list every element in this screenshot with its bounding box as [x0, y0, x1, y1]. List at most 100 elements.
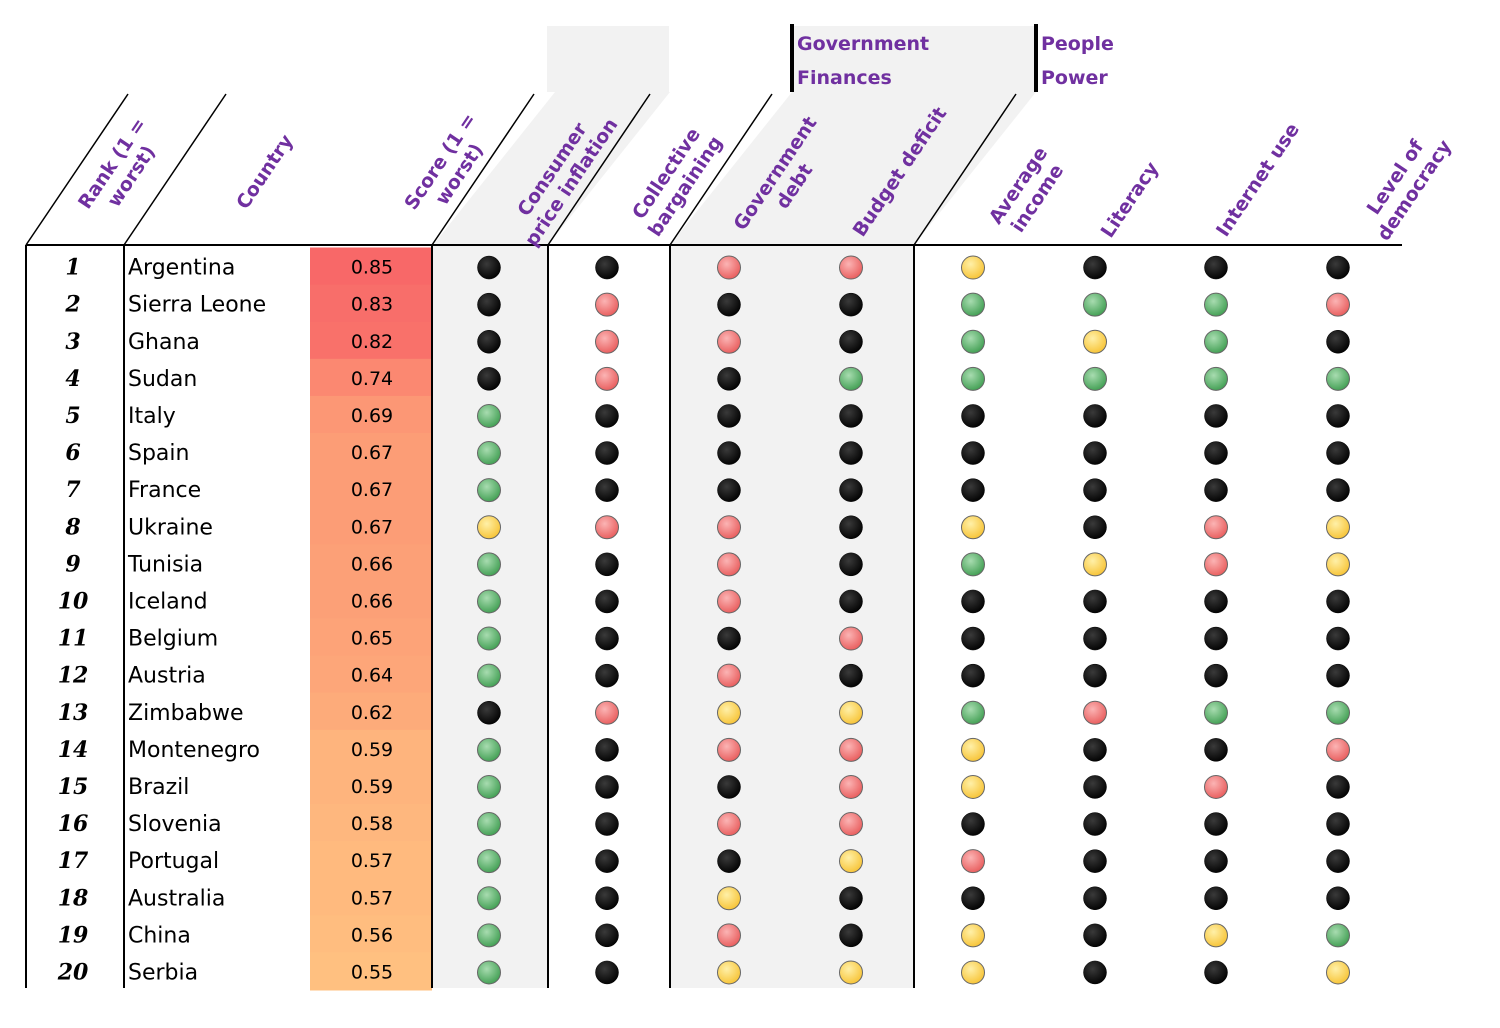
indicator-deficit-black: [839, 441, 863, 465]
score-value: 0.62: [351, 702, 393, 724]
indicator-inflation-green: [477, 812, 501, 837]
indicator-internet-red: [1204, 552, 1228, 577]
indicator-deficit-red: [839, 626, 863, 651]
rank-cell: 12: [58, 663, 89, 689]
indicator-democracy-red: [1326, 292, 1350, 317]
diagonal-1: [25, 93, 129, 246]
score-cell: [310, 544, 432, 583]
shade-body-inflation: [433, 245, 548, 988]
score-cell: [310, 358, 432, 397]
rank-cell: 9: [65, 551, 80, 577]
shade-header-gov-finances: [670, 92, 1036, 245]
indicator-inflation-green: [477, 849, 501, 874]
indicator-deficit-red: [839, 255, 863, 280]
indicator-literacy-black: [1083, 775, 1107, 799]
rank-cell: 14: [58, 737, 89, 763]
country-cell: Austria: [128, 664, 206, 689]
indicator-income-yellow: [961, 960, 985, 985]
score-value: 0.55: [351, 961, 393, 983]
indicator-debt-black: [717, 478, 741, 502]
indicator-debt-red: [717, 589, 741, 614]
indicator-internet-black: [1204, 886, 1228, 910]
rank-cell: 13: [58, 700, 89, 726]
indicator-inflation-green: [477, 441, 501, 466]
country-cell: Zimbabwe: [128, 701, 244, 726]
indicator-literacy-black: [1083, 478, 1107, 502]
shade-header-inflation: [433, 92, 670, 245]
indicator-literacy-yellow: [1083, 329, 1107, 354]
score-cell: [310, 915, 432, 954]
country-cell: Belgium: [128, 627, 218, 652]
score-cell: [310, 729, 432, 768]
rank-cell: 7: [65, 477, 81, 503]
indicator-debt-red: [717, 515, 741, 540]
country-cell: China: [128, 923, 191, 948]
table-row: 3 Ghana 0.82: [65, 329, 1350, 355]
header-rank: Rank (1 =worst): [74, 114, 170, 226]
indicator-debt-black: [717, 441, 741, 465]
indicator-deficit-black: [839, 330, 863, 354]
indicator-deficit-black: [839, 515, 863, 539]
diagonal-6: [913, 93, 1017, 246]
shade-top-inflation: [547, 26, 669, 92]
indicator-bargaining-red: [595, 329, 619, 354]
indicator-debt-red: [717, 812, 741, 837]
indicator-democracy-black: [1326, 849, 1350, 873]
indicator-inflation-green: [477, 403, 501, 428]
indicator-bargaining-black: [595, 441, 619, 465]
country-cell: Portugal: [128, 849, 219, 874]
score-value: 0.65: [351, 628, 393, 650]
indicator-democracy-black: [1326, 589, 1350, 614]
indicator-bargaining-black: [595, 886, 619, 910]
rank-cell: 5: [65, 403, 80, 429]
rank-cell: 2: [64, 292, 80, 318]
score-value: 0.82: [351, 331, 393, 353]
indicator-income-black: [961, 589, 985, 614]
indicator-debt-black: [717, 404, 741, 428]
score-heat-column: [310, 247, 432, 991]
table-row: 19 China 0.56: [58, 922, 1350, 948]
rank-cell: 1: [65, 255, 80, 281]
indicator-literacy-black: [1083, 515, 1107, 539]
indicator-deficit-black: [839, 404, 863, 428]
indicator-inflation-green: [477, 552, 501, 577]
indicator-bargaining-black: [595, 663, 619, 688]
indicator-literacy-black: [1083, 738, 1107, 762]
table-row: 9 Tunisia 0.66: [65, 551, 1350, 577]
score-cell: [310, 878, 432, 917]
indicator-inflation-green: [477, 774, 501, 799]
header-internet: Internet use: [1212, 119, 1304, 241]
rank-cell: 18: [58, 885, 89, 911]
group-labels: Government Finances People Power: [797, 33, 1114, 89]
score-cell: [310, 655, 432, 694]
indicator-debt-black: [717, 849, 741, 873]
country-cell: Slovenia: [128, 812, 222, 837]
score-cell: [310, 581, 432, 620]
indicator-internet-green: [1204, 700, 1228, 725]
rank-cell: 6: [65, 440, 80, 466]
indicator-bargaining-red: [595, 700, 619, 725]
indicator-deficit-red: [839, 812, 863, 837]
indicator-income-black: [961, 478, 985, 502]
indicator-income-black: [961, 812, 985, 836]
score-value: 0.69: [351, 405, 393, 427]
indicator-democracy-black: [1326, 812, 1350, 836]
rank-cell: 16: [58, 811, 89, 837]
table-row: 2 Sierra Leone 0.83: [64, 292, 1350, 318]
diagonal-4: [547, 93, 651, 246]
table-row: 17 Portugal 0.57: [58, 848, 1350, 874]
country-cell: Sierra Leone: [128, 293, 266, 318]
indicator-inflation-green: [477, 663, 501, 688]
indicator-deficit-yellow: [839, 849, 863, 874]
indicator-income-black: [961, 626, 985, 651]
score-cell: [310, 507, 432, 546]
indicator-income-red: [961, 849, 985, 874]
indicator-internet-black: [1204, 255, 1228, 280]
indicator-income-green: [961, 329, 985, 354]
shade-top-gov-finances: [793, 26, 1035, 92]
indicator-inflation-black: [477, 367, 501, 391]
group-label-gov-finances-line2: Finances: [797, 67, 892, 89]
score-cell: [310, 470, 432, 509]
indicator-literacy-black: [1083, 849, 1107, 873]
country-cell: Sudan: [128, 367, 197, 392]
